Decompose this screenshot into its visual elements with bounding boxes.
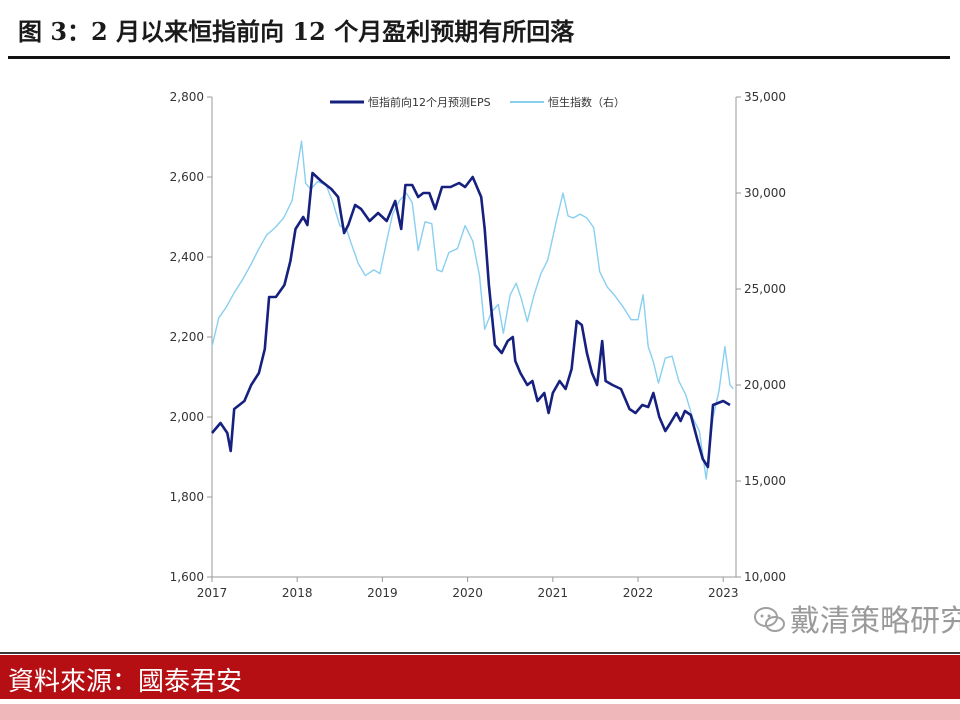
right-axis-tick-label: 15,000 [744,474,786,488]
hsi-series-line [211,140,734,480]
watermark-text: 戴清策略研究 [790,604,960,639]
figure-title: 图 3：2 月以来恒指前向 12 个月盈利预期有所回落 [18,17,575,46]
footer-divider [0,652,960,654]
x-axis-tick-label: 2022 [623,586,654,600]
right-axis-tick-label: 10,000 [744,570,786,584]
chart-series [211,140,734,480]
right-axis-tick-label: 35,000 [744,90,786,104]
left-axis-tick-label: 2,000 [170,410,204,424]
x-axis-tick-label: 2020 [452,586,483,600]
title-divider [8,56,950,59]
x-axis-tick-label: 2019 [367,586,398,600]
legend-label-hsi: 恒生指数（右） [548,95,625,109]
left-axis-tick-label: 1,600 [170,570,204,584]
source-bar: 資料來源：國泰君安 [0,655,960,699]
x-axis-tick-label: 2017 [197,586,228,600]
left-axis-tick-label: 2,800 [170,90,204,104]
legend-label-eps: 恒指前向12个月预测EPS [368,95,491,109]
right-axis-tick-label: 20,000 [744,378,786,392]
line-chart: 1,600 1,800 2,000 2,200 2,400 2,600 2,800 10,00… [170,90,786,600]
chart-legend: 恒指前向12个月预测EPS 恒生指数（右） [330,95,625,109]
source-text: 資料來源：國泰君安 [8,667,243,697]
left-axis-tick-label: 2,400 [170,250,204,264]
right-axis-tick-label: 30,000 [744,186,786,200]
chart-axes [207,96,741,582]
x-axis-tick-label: 2021 [538,586,569,600]
watermark: 戴清策略研究 [752,594,960,642]
chart-tick-labels: 1,600 1,800 2,000 2,200 2,400 2,600 2,800 10,00… [170,90,786,600]
wechat-logo-icon [754,607,785,632]
left-axis-tick-label: 1,800 [170,490,204,504]
eps-series-line [211,171,731,469]
left-axis-tick-label: 2,600 [170,170,204,184]
left-axis-tick-label: 2,200 [170,330,204,344]
footer-strip [0,704,960,720]
x-axis-tick-label: 2023 [708,586,739,600]
x-axis-tick-label: 2018 [282,586,313,600]
right-axis-tick-label: 25,000 [744,282,786,296]
